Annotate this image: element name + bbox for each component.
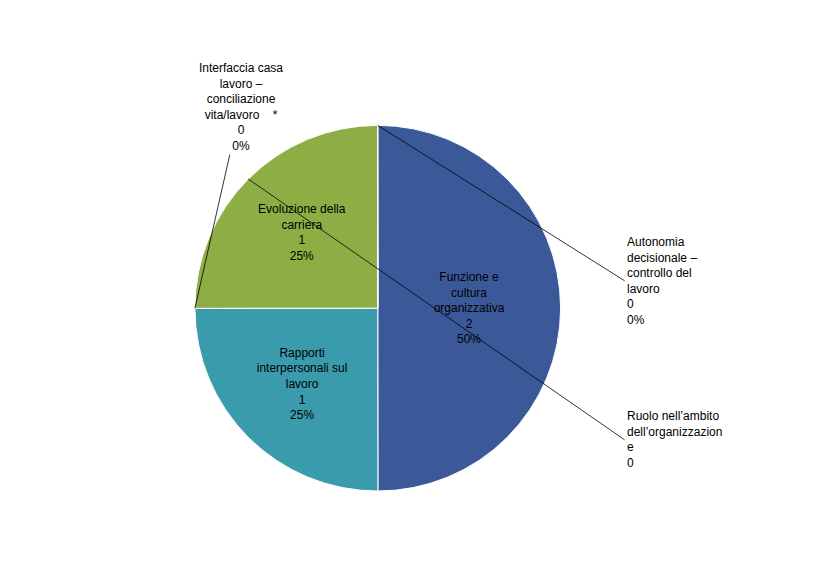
svg-text:Funzione eculturaorganizzativa: Funzione eculturaorganizzativa250% (434, 270, 505, 346)
svg-text:Autonomiadecisionale –controll: Autonomiadecisionale –controllo dellavor… (627, 235, 697, 327)
svg-text:Evoluzione dellacarriera125%: Evoluzione dellacarriera125% (258, 202, 346, 263)
svg-text:Interfaccia casalavoro –concil: Interfaccia casalavoro –conciliazionevit… (199, 61, 283, 153)
svg-text:Rapportiinterpersonali sullavo: Rapportiinterpersonali sullavoro125% (257, 346, 348, 422)
svg-text:Ruolo nell’ambitodell’organizz: Ruolo nell’ambitodell’organizzazione0 (627, 409, 722, 470)
